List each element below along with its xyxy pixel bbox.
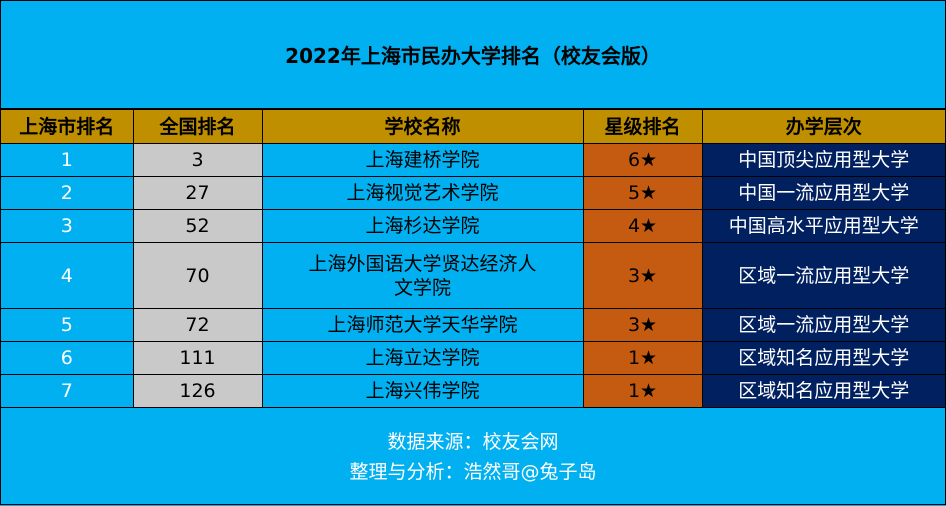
city-rank-cell: 1 [1,143,134,177]
header-city-rank: 上海市排名 [1,109,134,144]
school-name-cell: 上海师范大学天华学院 [261,308,584,342]
table-row: 1 3 上海建桥学院 6★ 中国顶尖应用型大学 [1,143,945,177]
data-source-note: 数据来源：校友会网 [387,431,559,453]
school-name-cell: 上海视觉艺术学院 [261,176,584,210]
national-rank-cell: 70 [132,242,263,309]
school-level-cell: 区域一流应用型大学 [701,308,945,342]
footer-notes: 数据来源：校友会网 整理与分析：浩然哥@兔子岛 [1,408,945,506]
table-row: 6 111 上海立达学院 1★ 区域知名应用型大学 [1,341,945,375]
school-level-cell: 区域知名应用型大学 [701,374,945,408]
school-level-cell: 区域知名应用型大学 [701,341,945,375]
city-rank-cell: 3 [1,209,134,243]
table-header-row: 上海市排名 全国排名 学校名称 星级排名 办学层次 [1,109,945,144]
city-rank-cell: 6 [1,341,134,375]
header-national-rank: 全国排名 [132,109,263,144]
header-school-name: 学校名称 [261,109,584,144]
school-name-cell: 上海外国语大学贤达经济人文学院 [261,242,584,309]
table-row: 5 72 上海师范大学天华学院 3★ 区域一流应用型大学 [1,308,945,342]
school-level-cell: 中国顶尖应用型大学 [701,143,945,177]
header-star-rank: 星级排名 [582,109,703,144]
author-note: 整理与分析：浩然哥@兔子岛 [349,461,597,483]
star-rank-cell: 1★ [582,374,703,408]
national-rank-cell: 126 [132,374,263,408]
national-rank-cell: 111 [132,341,263,375]
school-level-cell: 中国高水平应用型大学 [701,209,945,243]
school-name-cell: 上海兴伟学院 [261,374,584,408]
city-rank-cell: 2 [1,176,134,210]
table-row: 3 52 上海杉达学院 4★ 中国高水平应用型大学 [1,209,945,243]
national-rank-cell: 3 [132,143,263,177]
school-name-cell: 上海杉达学院 [261,209,584,243]
star-rank-cell: 5★ [582,176,703,210]
star-rank-cell: 6★ [582,143,703,177]
city-rank-cell: 4 [1,242,134,309]
header-school-level: 办学层次 [701,109,945,144]
school-name-cell: 上海建桥学院 [261,143,584,177]
school-level-cell: 区域一流应用型大学 [701,242,945,309]
national-rank-cell: 52 [132,209,263,243]
star-rank-cell: 4★ [582,209,703,243]
ranking-table: 上海市排名 全国排名 学校名称 星级排名 办学层次 1 3 上海建桥学院 6★ … [1,109,945,408]
table-row: 4 70 上海外国语大学贤达经济人文学院 3★ 区域一流应用型大学 [1,242,945,309]
national-rank-cell: 27 [132,176,263,210]
page-title: 2022年上海市民办大学排名（校友会版） [1,1,945,109]
city-rank-cell: 7 [1,374,134,408]
table-row: 2 27 上海视觉艺术学院 5★ 中国一流应用型大学 [1,176,945,210]
table-row: 7 126 上海兴伟学院 1★ 区域知名应用型大学 [1,374,945,408]
star-rank-cell: 1★ [582,341,703,375]
national-rank-cell: 72 [132,308,263,342]
star-rank-cell: 3★ [582,242,703,309]
school-name-cell: 上海立达学院 [261,341,584,375]
star-rank-cell: 3★ [582,308,703,342]
city-rank-cell: 5 [1,308,134,342]
school-level-cell: 中国一流应用型大学 [701,176,945,210]
